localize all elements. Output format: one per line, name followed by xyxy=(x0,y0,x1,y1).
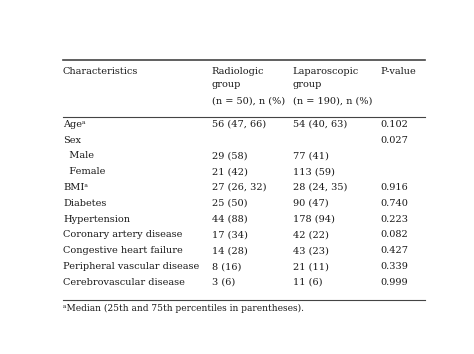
Text: 43 (23): 43 (23) xyxy=(292,246,328,255)
Text: 11 (6): 11 (6) xyxy=(292,278,322,287)
Text: group: group xyxy=(212,80,241,89)
Text: 25 (50): 25 (50) xyxy=(212,199,247,208)
Text: 14 (28): 14 (28) xyxy=(212,246,247,255)
Text: Congestive heart failure: Congestive heart failure xyxy=(63,246,182,255)
Text: BMIᵃ: BMIᵃ xyxy=(63,183,88,192)
Text: group: group xyxy=(292,80,322,89)
Text: 77 (41): 77 (41) xyxy=(292,152,328,160)
Text: P-value: P-value xyxy=(381,67,417,76)
Text: 28 (24, 35): 28 (24, 35) xyxy=(292,183,347,192)
Text: Diabetes: Diabetes xyxy=(63,199,106,208)
Text: Laparoscopic: Laparoscopic xyxy=(292,67,359,76)
Text: Hypertension: Hypertension xyxy=(63,215,130,224)
Text: 0.082: 0.082 xyxy=(381,230,409,239)
Text: Radiologic: Radiologic xyxy=(212,67,264,76)
Text: Characteristics: Characteristics xyxy=(63,67,138,76)
Text: Sex: Sex xyxy=(63,136,81,144)
Text: 3 (6): 3 (6) xyxy=(212,278,235,287)
Text: 0.740: 0.740 xyxy=(381,199,409,208)
Text: 0.427: 0.427 xyxy=(381,246,409,255)
Text: Cerebrovascular disease: Cerebrovascular disease xyxy=(63,278,185,287)
Text: Ageᵃ: Ageᵃ xyxy=(63,120,85,129)
Text: (n = 190), n (%): (n = 190), n (%) xyxy=(292,97,372,105)
Text: 54 (40, 63): 54 (40, 63) xyxy=(292,120,347,129)
Text: 44 (88): 44 (88) xyxy=(212,215,247,224)
Text: 21 (42): 21 (42) xyxy=(212,167,247,176)
Text: 178 (94): 178 (94) xyxy=(292,215,334,224)
Text: 0.102: 0.102 xyxy=(381,120,409,129)
Text: 90 (47): 90 (47) xyxy=(292,199,328,208)
Text: Female: Female xyxy=(63,167,105,176)
Text: (n = 50), n (%): (n = 50), n (%) xyxy=(212,97,285,105)
Text: 113 (59): 113 (59) xyxy=(292,167,334,176)
Text: 29 (58): 29 (58) xyxy=(212,152,247,160)
Text: 0.223: 0.223 xyxy=(381,215,409,224)
Text: 0.339: 0.339 xyxy=(381,262,409,271)
Text: Male: Male xyxy=(63,152,94,160)
Text: 56 (47, 66): 56 (47, 66) xyxy=(212,120,266,129)
Text: 0.027: 0.027 xyxy=(381,136,409,144)
Text: 17 (34): 17 (34) xyxy=(212,230,247,239)
Text: 0.999: 0.999 xyxy=(381,278,408,287)
Text: 8 (16): 8 (16) xyxy=(212,262,241,271)
Text: 27 (26, 32): 27 (26, 32) xyxy=(212,183,266,192)
Text: Coronary artery disease: Coronary artery disease xyxy=(63,230,182,239)
Text: 0.916: 0.916 xyxy=(381,183,409,192)
Text: Peripheral vascular disease: Peripheral vascular disease xyxy=(63,262,199,271)
Text: 42 (22): 42 (22) xyxy=(292,230,328,239)
Text: 21 (11): 21 (11) xyxy=(292,262,328,271)
Text: ᵃMedian (25th and 75th percentiles in parentheses).: ᵃMedian (25th and 75th percentiles in pa… xyxy=(63,304,304,313)
